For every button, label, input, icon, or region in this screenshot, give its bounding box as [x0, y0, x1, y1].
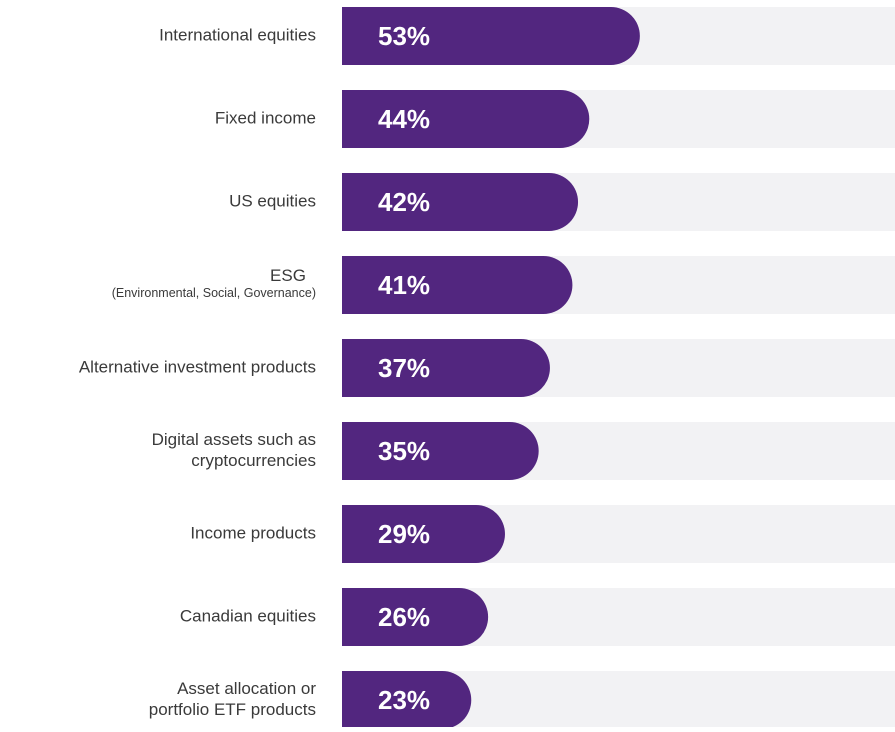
- category-label: (Environmental, Social, Governance): [112, 286, 316, 300]
- category-label: US equities: [229, 191, 316, 210]
- bar: [342, 588, 489, 646]
- bar: [342, 505, 505, 563]
- bar: [342, 173, 579, 231]
- bar: [342, 90, 590, 148]
- category-label: Digital assets such as: [152, 430, 316, 449]
- category-label: Asset allocation or: [177, 679, 316, 698]
- value-label: 42%: [378, 187, 430, 217]
- bar: [342, 7, 640, 65]
- value-label: 53%: [378, 21, 430, 51]
- bar: [342, 256, 573, 314]
- category-label: cryptocurrencies: [191, 451, 316, 470]
- category-label: Canadian equities: [180, 606, 316, 625]
- category-label: Fixed income: [215, 108, 316, 127]
- value-label: 41%: [378, 270, 430, 300]
- value-label: 29%: [378, 519, 430, 549]
- category-label: Alternative investment products: [79, 357, 316, 376]
- value-label: 26%: [378, 602, 430, 632]
- value-label: 37%: [378, 353, 430, 383]
- value-label: 23%: [378, 685, 430, 715]
- bar: [342, 422, 539, 480]
- value-label: 35%: [378, 436, 430, 466]
- category-label: ESG: [270, 266, 306, 285]
- bar: [342, 671, 472, 729]
- category-label: portfolio ETF products: [149, 700, 316, 719]
- category-label: Income products: [190, 523, 316, 542]
- value-label: 44%: [378, 104, 430, 134]
- category-label: International equities: [159, 25, 316, 44]
- bar: [342, 339, 550, 397]
